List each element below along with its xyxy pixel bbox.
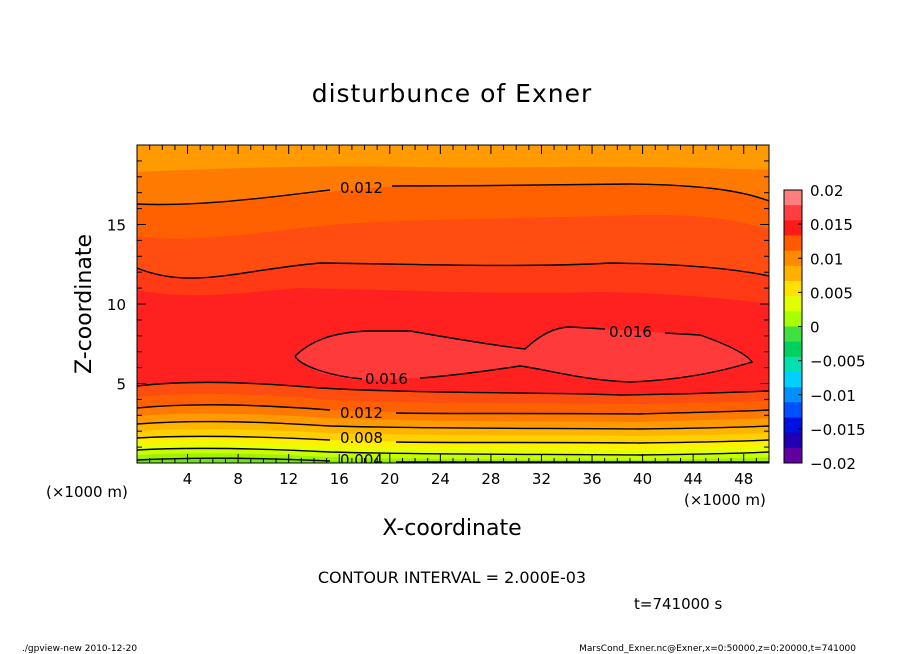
colorbar-swatch: [784, 281, 802, 297]
colorbar-swatch: [784, 356, 802, 373]
contour-0.012-top: [137, 183, 769, 206]
x-tick-labels: 4 8 12 16 20 24 28 32 36 40 44 48: [183, 470, 753, 488]
colorbar-swatch: [784, 326, 802, 343]
contour-0.006-low: [137, 447, 769, 456]
contour-0.012-low: [137, 404, 769, 415]
x-unit-left: (×1000 m): [46, 483, 128, 501]
y-tick-label: 10: [107, 296, 126, 314]
x-tick-label: 8: [233, 470, 243, 488]
contour-0.014: [137, 262, 769, 279]
footer-right: MarsCond_Exner.nc@Exner,x=0:50000,z=0:20…: [579, 644, 856, 654]
colorbar-label: −0.01: [810, 387, 856, 405]
x-tick-label: 28: [481, 470, 500, 488]
colorbar-swatch: [784, 417, 802, 434]
x-tick-label: 40: [633, 470, 652, 488]
x-tick-label: 36: [582, 470, 601, 488]
colorbar-label: −0.015: [810, 421, 866, 439]
y-tick-labels: 5 10 15: [107, 217, 126, 394]
colorbar-swatch: [784, 250, 802, 267]
colorbar: [784, 190, 802, 464]
colorbar-swatch: [784, 190, 802, 206]
colorbar-swatch: [784, 265, 802, 282]
colorbar-swatch: [784, 447, 802, 464]
footer-left: ./gpview-new 2010-12-20: [22, 644, 137, 654]
colorbar-swatch: [784, 387, 802, 403]
x-axis-label: X-coordinate: [382, 516, 521, 541]
y-axis-label: Z-coordinate: [72, 234, 97, 374]
contour-0.014-low: [137, 381, 769, 396]
contour-label: 0.012: [340, 404, 383, 422]
x-tick-label: 20: [380, 470, 399, 488]
filled-contours: 0.012 0.016 0.016 0.012 0.008 0.004: [137, 145, 769, 469]
colorbar-swatch: [784, 432, 802, 449]
x-tick-label: 44: [684, 470, 703, 488]
contour-0.016: [294, 326, 754, 383]
colorbar-label: −0.005: [810, 353, 866, 371]
colorbar-labels: 0.02 0.015 0.01 0.005 0 −0.005 −0.01 −0.015 −0.0…: [798, 182, 866, 473]
colorbar-swatch: [784, 402, 802, 418]
x-unit-right: (×1000 m): [684, 491, 766, 509]
colorbar-label: 0.015: [810, 216, 853, 234]
band-0.016: [295, 327, 752, 382]
colorbar-label: 0: [810, 319, 820, 337]
colorbar-label: 0.01: [810, 250, 843, 268]
x-tick-label: 16: [330, 470, 349, 488]
y-tick-label: 5: [116, 376, 126, 394]
contour-label: 0.008: [340, 429, 383, 447]
axis-ticks: [136, 144, 770, 464]
contour-0.010-low: [137, 420, 769, 430]
x-tick-label: 32: [532, 470, 551, 488]
contour-label: 0.016: [365, 370, 408, 388]
colorbar-swatch: [784, 235, 802, 252]
colorbar-swatch: [784, 296, 802, 312]
x-tick-label: 24: [431, 470, 450, 488]
x-tick-label: 4: [183, 470, 193, 488]
y-tick-label: 15: [107, 217, 126, 235]
chart-title: disturbunce of Exner: [312, 79, 593, 108]
x-tick-label: 12: [279, 470, 298, 488]
contour-label: 0.004: [340, 451, 383, 469]
contour-0.008-low: [137, 435, 769, 444]
contour-lines: [137, 183, 769, 463]
colorbar-swatch: [784, 311, 802, 327]
colorbar-swatch: [784, 205, 802, 221]
contour-interval: CONTOUR INTERVAL = 2.000E-03: [318, 568, 586, 587]
contour-label: 0.016: [609, 323, 652, 341]
contour-0.004-low: [137, 457, 769, 463]
colorbar-swatch: [784, 220, 802, 236]
colorbar-label: 0.005: [810, 284, 853, 302]
x-tick-label: 48: [734, 470, 753, 488]
time-label: t=741000 s: [634, 595, 722, 613]
colorbar-label: 0.02: [810, 182, 843, 200]
colorbar-swatch: [784, 341, 802, 358]
colorbar-swatch: [784, 372, 802, 388]
contour-label: 0.012: [340, 179, 383, 197]
colorbar-label: −0.02: [810, 455, 856, 473]
